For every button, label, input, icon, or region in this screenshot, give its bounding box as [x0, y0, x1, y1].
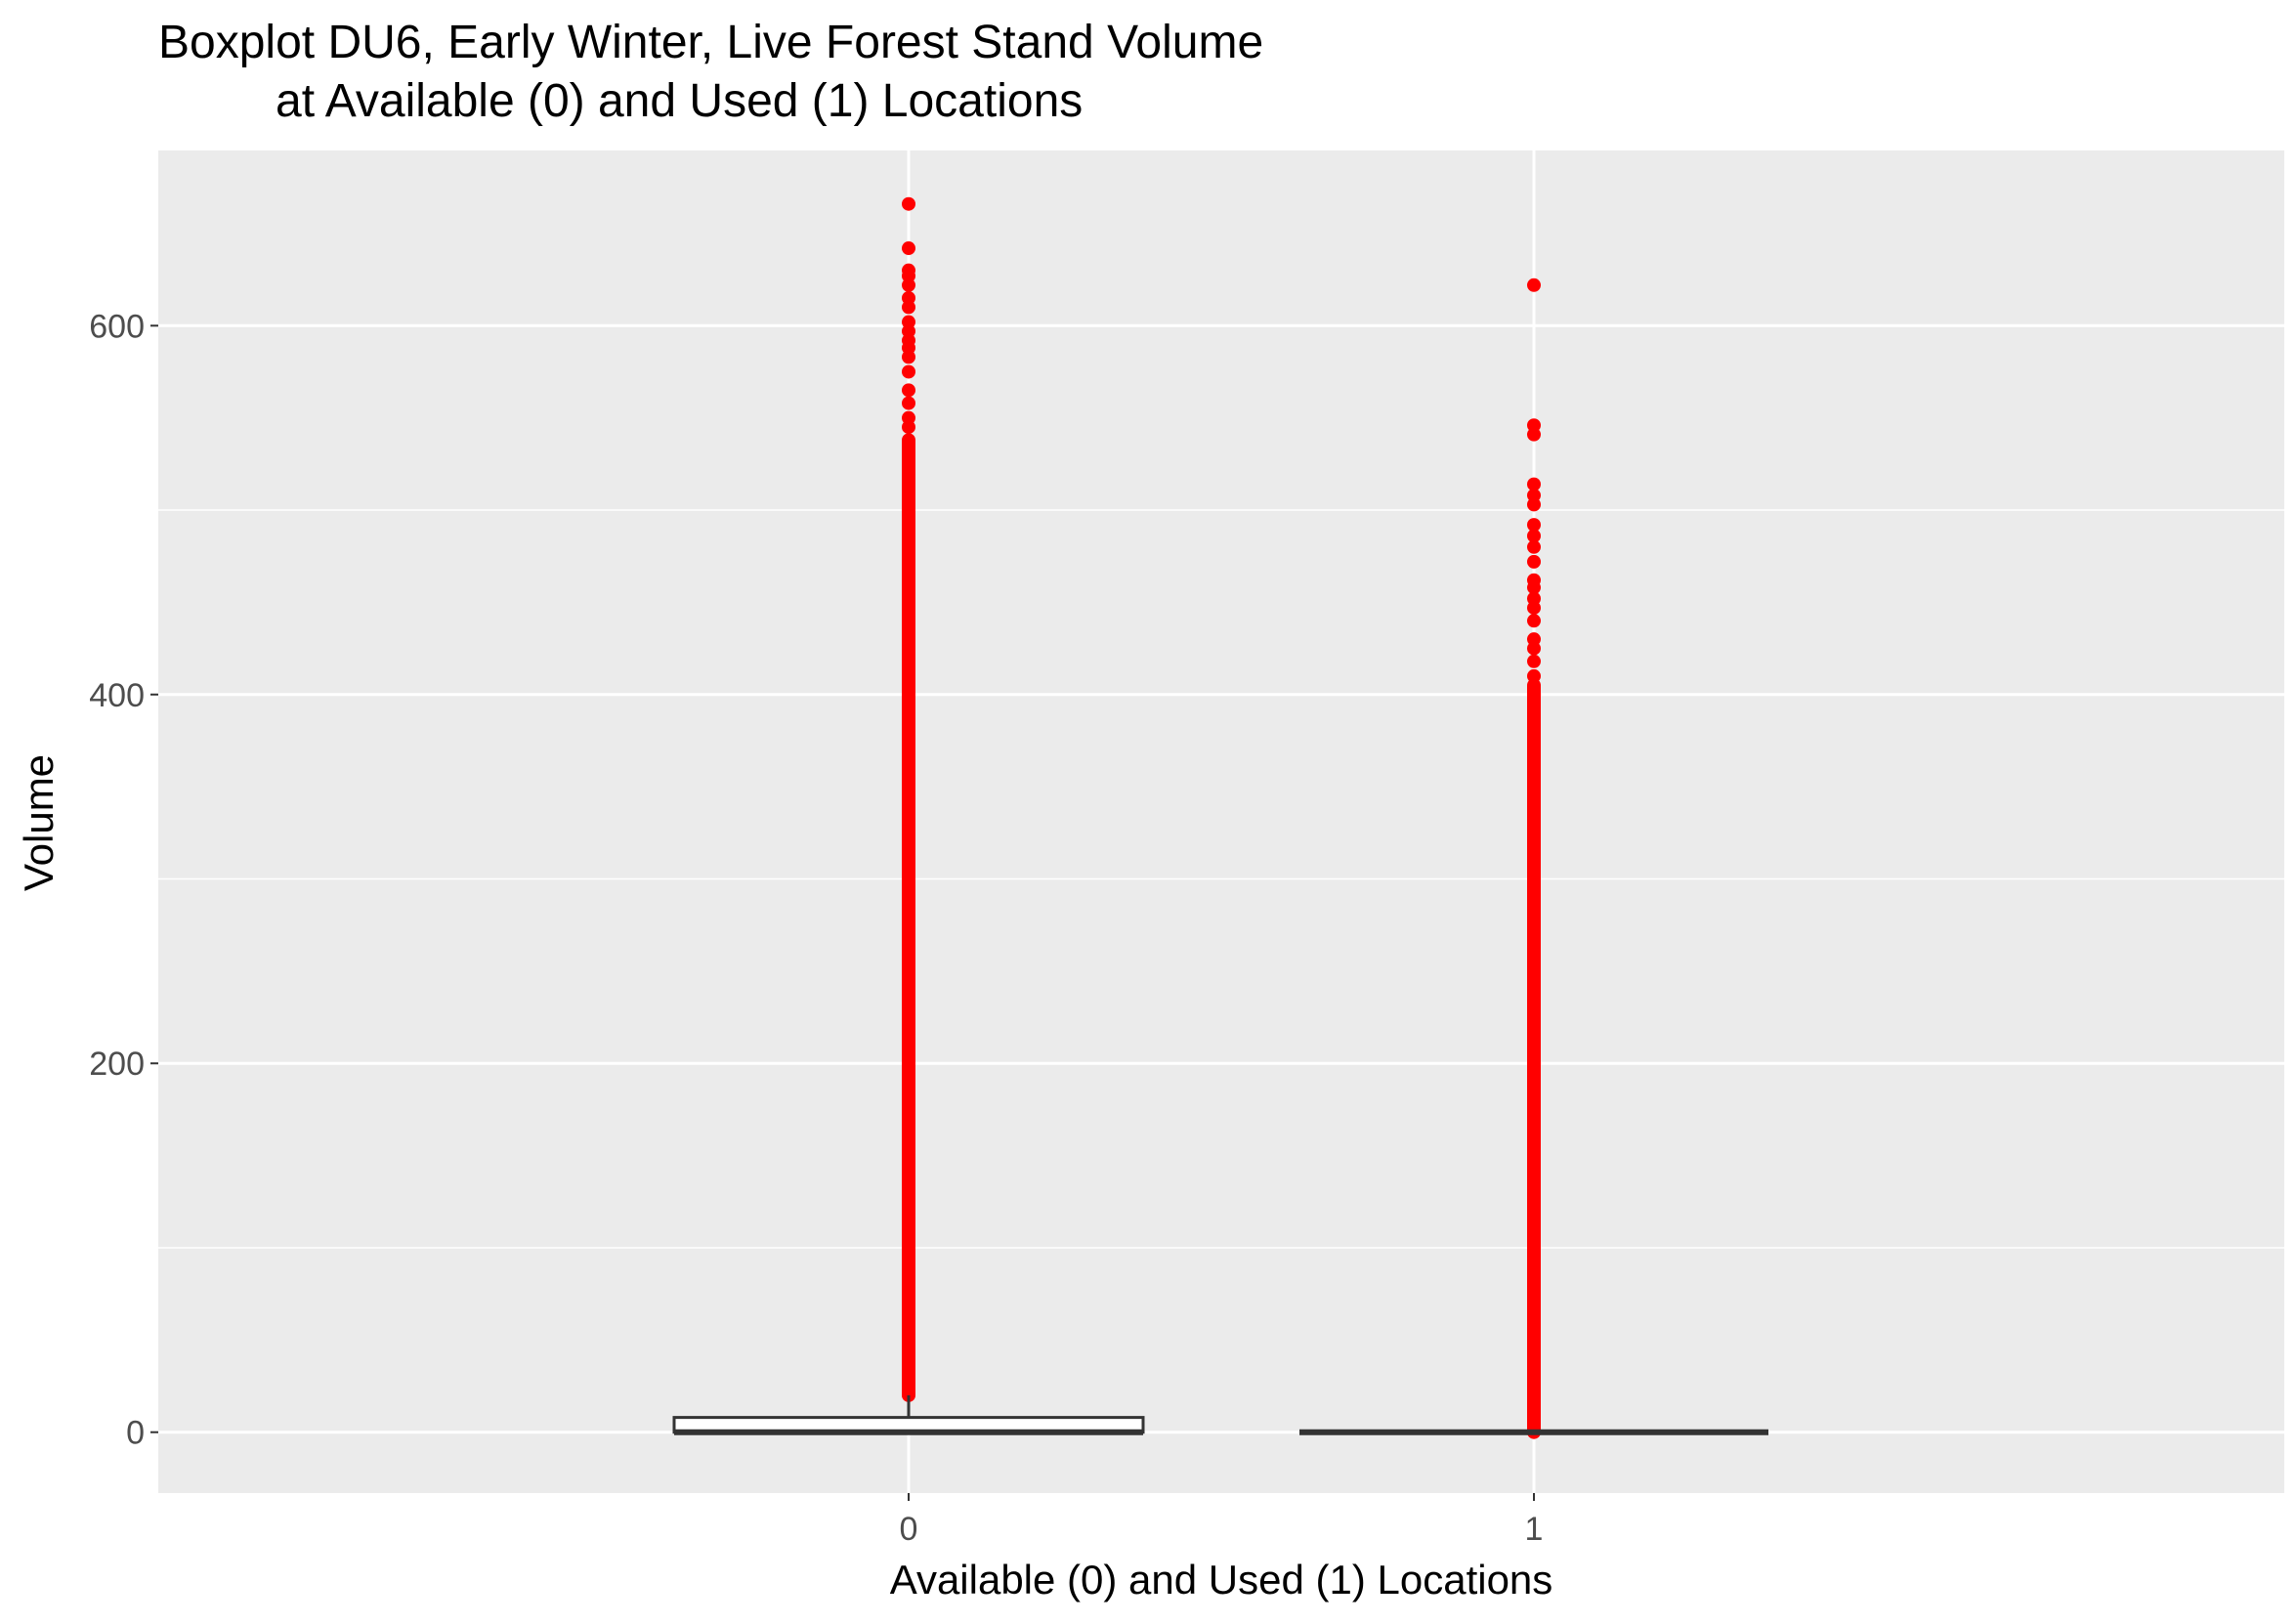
- outlier-point: [1527, 278, 1541, 292]
- y-tick-label: 400: [89, 677, 145, 714]
- y-tick-label: 0: [126, 1415, 145, 1452]
- chart-subtitle: at Available (0) and Used (1) Locations: [276, 75, 1084, 127]
- outlier-point: [1527, 614, 1541, 628]
- outlier-point: [1527, 488, 1541, 502]
- x-axis-label: Available (0) and Used (1) Locations: [889, 1557, 1553, 1603]
- outlier-point: [1527, 654, 1541, 668]
- outlier-point: [902, 196, 915, 211]
- y-tick-label: 600: [89, 308, 145, 345]
- outlier-point: [1527, 573, 1541, 587]
- y-axis: 0 200 400 600: [89, 308, 158, 1452]
- outlier-point: [1527, 518, 1541, 533]
- chart-title: Boxplot DU6, Early Winter, Live Forest S…: [158, 17, 1264, 68]
- x-tick-label: 1: [1525, 1511, 1544, 1548]
- outlier-point: [902, 315, 915, 329]
- outlier-point: [902, 383, 915, 398]
- plot-panel: [158, 150, 2284, 1493]
- outlier-point: [1527, 539, 1541, 554]
- outlier-point: [902, 364, 915, 379]
- x-tick-label: 0: [900, 1511, 918, 1548]
- outlier-point: [902, 263, 915, 278]
- outlier-point: [902, 410, 915, 425]
- outlier-point: [1527, 668, 1541, 683]
- outlier-point: [1527, 418, 1541, 433]
- outlier-point: [1527, 554, 1541, 569]
- outlier-points: [902, 196, 1541, 1439]
- box-group: [672, 1394, 1768, 1435]
- y-tick-label: 200: [89, 1046, 145, 1083]
- minor-gridlines: [158, 509, 2284, 1249]
- outlier-point: [1527, 529, 1541, 543]
- outlier-point: [1527, 477, 1541, 491]
- y-axis-label: Volume: [16, 753, 62, 892]
- outlier-point: [902, 396, 915, 410]
- outlier-point: [1527, 591, 1541, 606]
- outlier-point: [1527, 632, 1541, 647]
- outlier-point: [902, 241, 915, 256]
- outlier-point: [902, 290, 915, 305]
